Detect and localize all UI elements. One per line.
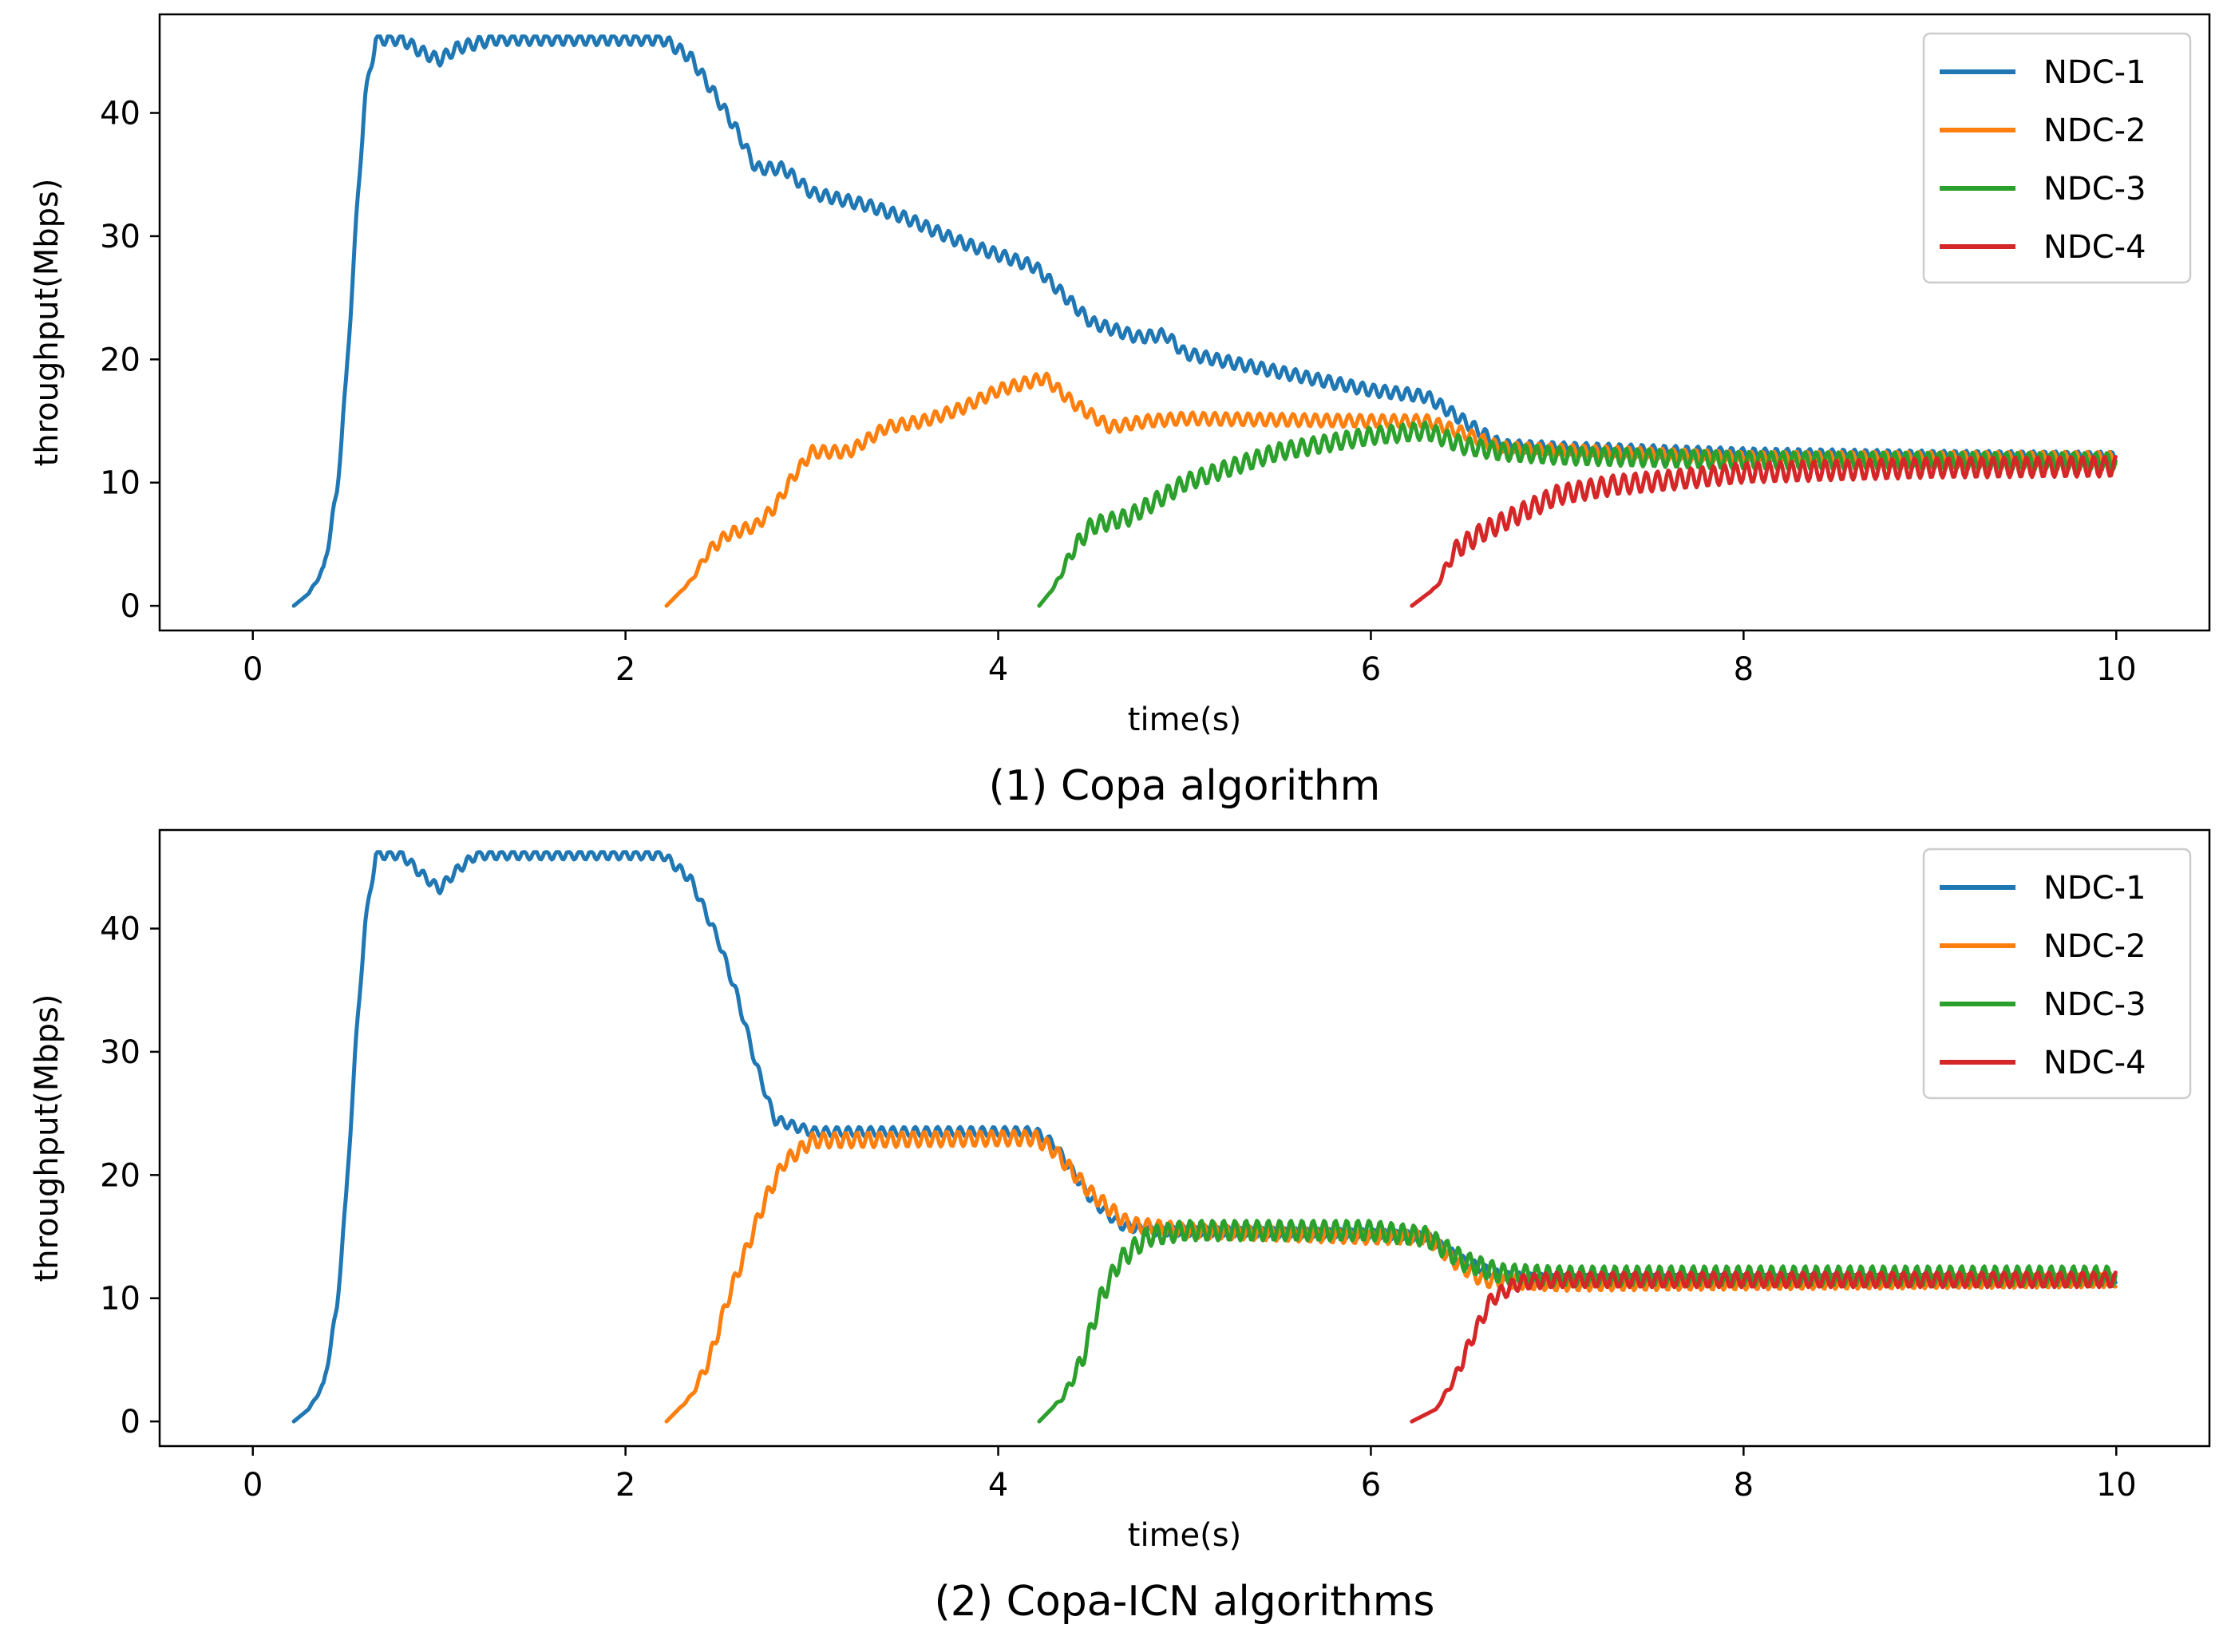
legend: NDC-1 NDC-2 NDC-3 NDC-4 — [1922, 848, 2192, 1100]
series-line-ndc-1 — [291, 34, 2118, 608]
x-tick-label: 10 — [2096, 1467, 2137, 1504]
legend-label: NDC-1 — [2043, 870, 2146, 907]
plot-frame — [158, 13, 2211, 632]
x-tick-label: 4 — [988, 1467, 1008, 1504]
x-tick-label: 6 — [1361, 1467, 1381, 1504]
plot-frame — [158, 828, 2211, 1448]
chart-panel-1: 0 2 4 6 8 10 0 10 20 30 40 time(s) throughput(Mbps) (… — [29, 13, 2211, 810]
y-tick-label: 10 — [100, 465, 140, 502]
chart-caption: (1) Copa algorithm — [989, 762, 1381, 810]
series-line-ndc-4 — [1410, 455, 2118, 608]
legend: NDC-1 NDC-2 NDC-3 NDC-4 — [1922, 32, 2192, 284]
x-tick-label: 8 — [1734, 1467, 1754, 1504]
chart-panel-2: 0 2 4 6 8 10 0 10 20 30 40 time(s) throughput(Mbps) (… — [29, 828, 2211, 1626]
x-axis-label: time(s) — [1128, 1517, 1241, 1554]
y-tick-label: 40 — [100, 96, 140, 132]
x-tick-label: 8 — [1734, 651, 1754, 688]
series-line-ndc-4 — [1410, 1271, 2118, 1424]
legend-label: NDC-2 — [2043, 928, 2146, 965]
x-tick-label: 0 — [243, 1467, 263, 1504]
y-tick-label: 30 — [100, 1034, 140, 1071]
y-tick-label: 0 — [121, 588, 140, 625]
legend-label: NDC-2 — [2043, 113, 2146, 149]
y-tick-label: 0 — [121, 1404, 140, 1441]
y-tick-label: 30 — [100, 219, 140, 255]
x-tick-label: 4 — [988, 651, 1008, 688]
legend-label: NDC-3 — [2043, 171, 2146, 207]
legend-box — [1922, 32, 2192, 284]
x-tick-label: 10 — [2096, 651, 2137, 688]
x-axis-label: time(s) — [1128, 702, 1241, 738]
y-axis-label: throughput(Mbps) — [29, 994, 65, 1282]
x-tick-label: 6 — [1361, 651, 1381, 688]
legend-label: NDC-4 — [2043, 1045, 2146, 1081]
legend-label: NDC-1 — [2043, 54, 2146, 91]
series-line-ndc-1 — [291, 850, 2118, 1424]
x-tick-label: 0 — [243, 651, 263, 688]
series-line-ndc-3 — [1037, 1219, 2118, 1424]
legend-label: NDC-4 — [2043, 229, 2146, 266]
series-line-ndc-2 — [664, 371, 2118, 608]
x-tick-label: 2 — [615, 651, 635, 688]
chart-caption: (2) Copa-ICN algorithms — [934, 1578, 1434, 1626]
legend-box — [1922, 848, 2192, 1100]
y-tick-label: 20 — [100, 342, 140, 378]
y-tick-label: 20 — [100, 1157, 140, 1194]
y-tick-label: 10 — [100, 1281, 140, 1318]
x-tick-label: 2 — [615, 1467, 635, 1504]
y-axis-label: throughput(Mbps) — [29, 179, 65, 467]
y-tick-label: 40 — [100, 911, 140, 948]
legend-label: NDC-3 — [2043, 986, 2146, 1023]
